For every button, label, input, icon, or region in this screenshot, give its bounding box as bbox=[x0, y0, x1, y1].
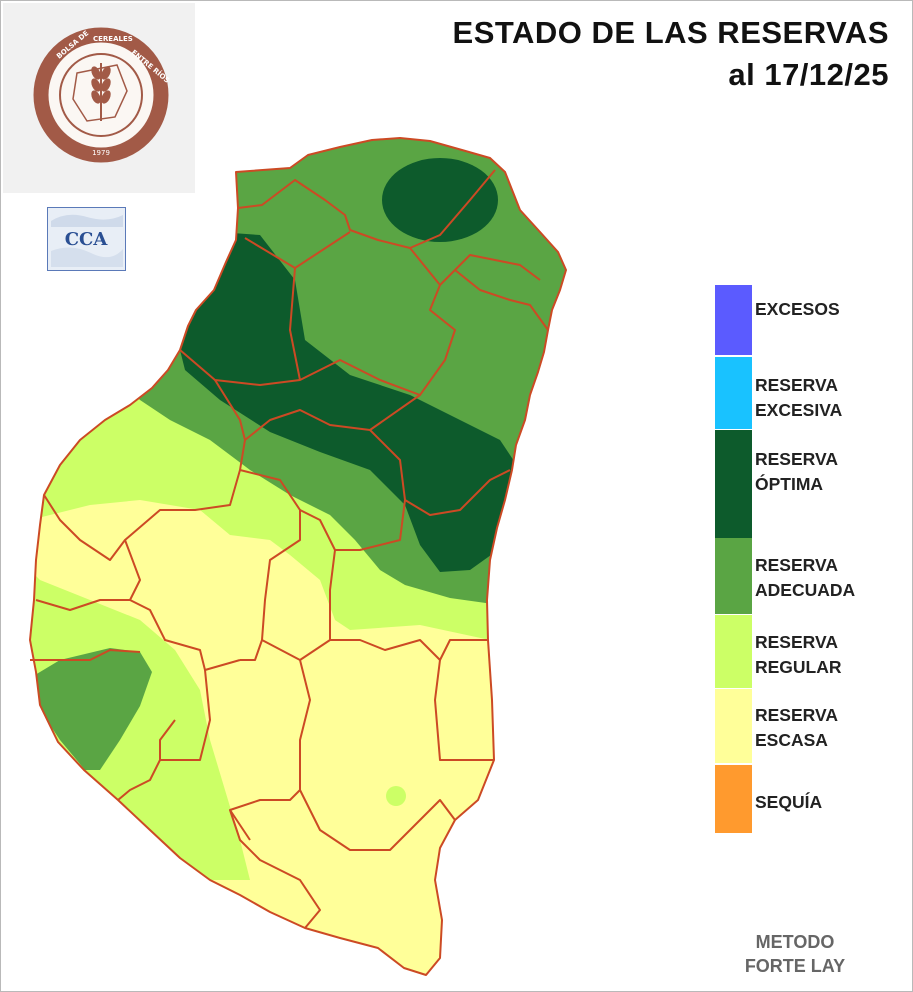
legend-swatch bbox=[715, 285, 752, 355]
method-line-2: FORTE LAY bbox=[744, 956, 846, 976]
legend-label: RESERVA EXCESIVA bbox=[755, 375, 843, 420]
title-line-1: ESTADO DE LAS RESERVAS bbox=[452, 15, 889, 50]
bolsa-cereales-logo: BOLSA DE CEREALES ENTRE RÍOS 1979 bbox=[3, 3, 195, 193]
entre-rios-map bbox=[29, 137, 567, 976]
legend-swatch bbox=[715, 765, 752, 833]
legend-swatch bbox=[715, 357, 752, 429]
legend-label: RESERVA REGULAR bbox=[755, 632, 842, 677]
method-line-1: METODO bbox=[755, 932, 835, 952]
cca-logo: CCA bbox=[47, 207, 126, 271]
legend-label: EXCESOS bbox=[755, 299, 840, 319]
legend-label: RESERVA ADECUADA bbox=[755, 555, 856, 600]
legend-label: RESERVA ESCASA bbox=[755, 705, 838, 750]
legend-swatch bbox=[715, 430, 752, 538]
map-title: ESTADO DE LAS RESERVAS al 17/12/25 bbox=[453, 12, 889, 96]
legend-swatch bbox=[715, 538, 752, 614]
legend-label: SEQUÍA bbox=[755, 792, 823, 812]
legend-swatch bbox=[715, 615, 752, 688]
legend-swatch bbox=[715, 689, 752, 763]
title-date: al 17/12/25 bbox=[728, 57, 889, 92]
cca-logo-text: CCA bbox=[65, 229, 109, 250]
svg-text:1979: 1979 bbox=[92, 149, 110, 157]
legend-label: RESERVA ÓPTIMA bbox=[755, 449, 838, 494]
method-note: METODO FORTE LAY bbox=[735, 930, 855, 978]
svg-text:CEREALES: CEREALES bbox=[93, 35, 133, 43]
wheat-icon bbox=[91, 63, 111, 121]
